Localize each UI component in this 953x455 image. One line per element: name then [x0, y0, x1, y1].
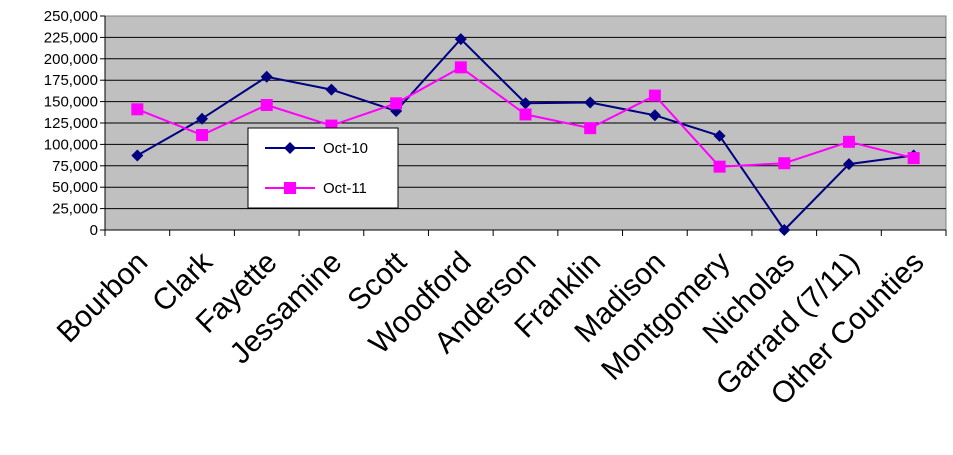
point-oct-10-franklin — [584, 96, 597, 109]
y-tick-label-2: 50,000 — [52, 179, 98, 196]
y-tick-label-3: 75,000 — [52, 158, 98, 175]
point-oct-11-madison — [648, 89, 661, 102]
point-oct-10-woodford — [454, 33, 467, 46]
point-oct-11-other-counties — [907, 152, 920, 165]
point-oct-10-clark — [196, 112, 209, 125]
y-tick-label-7: 175,000 — [44, 72, 98, 89]
point-oct-10-anderson — [519, 97, 532, 110]
point-oct-10-fayette — [260, 70, 273, 83]
axes — [100, 15, 947, 236]
y-tick-label-8: 200,000 — [44, 51, 98, 68]
legend: Oct-10 Oct-11 — [247, 127, 399, 209]
point-oct-11-anderson — [519, 108, 532, 121]
point-oct-11-clark — [196, 128, 209, 141]
legend-label-oct-11: Oct-11 — [323, 180, 367, 197]
point-oct-11-scott — [390, 97, 403, 110]
point-oct-11-jessamine — [325, 119, 338, 132]
y-tick-label-6: 150,000 — [44, 94, 98, 111]
series-markers — [131, 33, 920, 236]
point-oct-11-franklin — [584, 122, 597, 135]
y-tick-label-1: 25,000 — [52, 201, 98, 218]
point-oct-11-montgomery — [713, 160, 726, 173]
point-oct-10-jessamine — [325, 83, 338, 96]
y-tick-label-0: 0 — [90, 222, 98, 239]
y-tick-label-10: 250,000 — [44, 8, 98, 25]
y-tick-labels: 0 25,000 50,000 75,000 100,000 125,000 150,000… — [44, 8, 98, 239]
legend-marker-oct-11 — [284, 182, 296, 194]
point-oct-11-woodford — [454, 61, 467, 74]
point-oct-11-bourbon — [131, 103, 144, 116]
point-oct-11-nicholas — [778, 157, 791, 170]
y-tick-label-9: 225,000 — [44, 29, 98, 46]
legend-box — [247, 127, 399, 209]
point-oct-11-fayette — [260, 99, 273, 112]
x-tick-label-bourbon: Bourbon — [51, 246, 155, 350]
legend-marker-oct-10 — [284, 142, 296, 154]
point-oct-10-bourbon — [131, 149, 144, 162]
point-oct-10-nicholas — [778, 224, 791, 236]
point-oct-10-garrard-7-11 — [842, 158, 855, 171]
point-oct-10-madison — [648, 109, 661, 122]
point-oct-10-montgomery — [713, 129, 726, 142]
legend-label-oct-10: Oct-10 — [323, 140, 368, 157]
y-tick-label-5: 125,000 — [44, 115, 98, 132]
y-tick-label-4: 100,000 — [44, 136, 98, 153]
point-oct-11-garrard-7-11 — [842, 135, 855, 148]
x-tick-labels: BourbonClarkFayetteJessamineScottWoodfor… — [51, 245, 931, 412]
